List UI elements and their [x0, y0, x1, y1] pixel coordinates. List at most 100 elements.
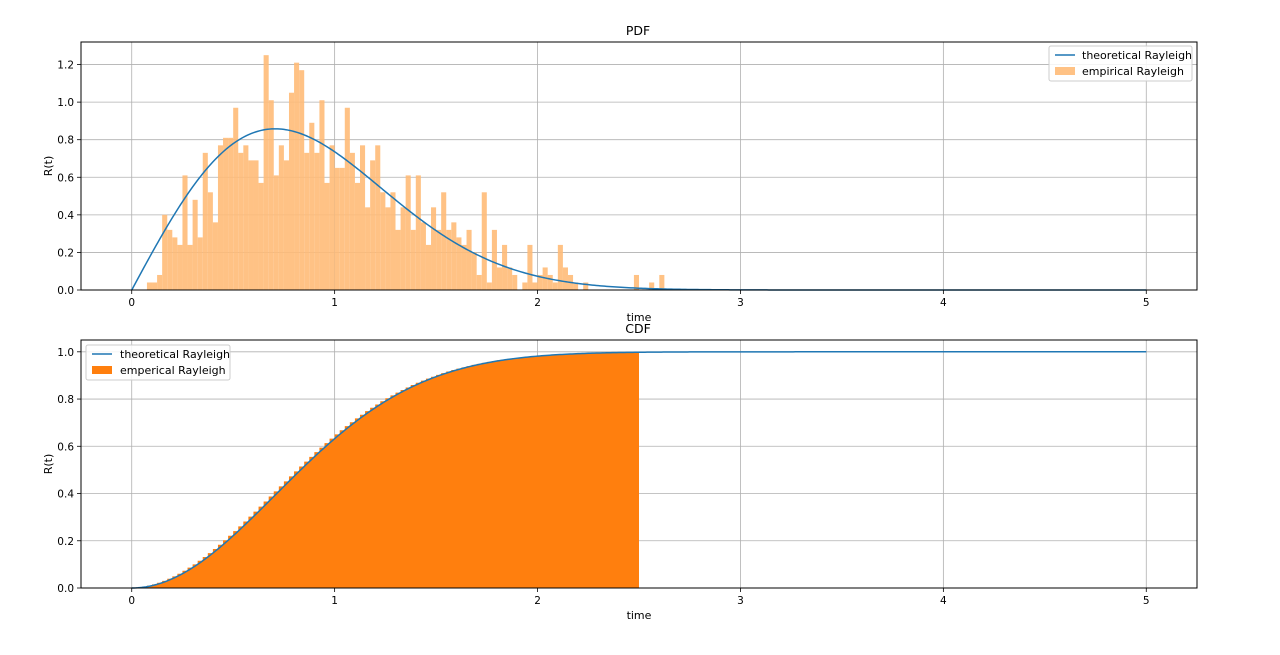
pdf-histogram-bar: [268, 100, 274, 290]
pdf-x-tick-label: 0: [128, 297, 135, 309]
pdf-y-tick-label: 0.6: [57, 172, 74, 184]
cdf-x-ticks: 0 1 2 3 4 5: [128, 588, 1150, 607]
pdf-title: PDF: [626, 23, 650, 38]
cdf-y-tick-label: 0.2: [57, 536, 74, 548]
pdf-histogram-bar: [522, 282, 528, 290]
pdf-legend-label-empirical: empirical Rayleigh: [1082, 65, 1184, 78]
cdf-legend: theoretical Rayleigh emperical Rayleigh: [85, 344, 231, 381]
pdf-x-ticks: 0 1 2 3 4 5: [128, 290, 1150, 309]
pdf-histogram-bar: [223, 137, 229, 290]
pdf-y-ticks: 0.0 0.2 0.4 0.6 0.8 1.0 1.2: [57, 60, 81, 297]
pdf-histogram-bar: [456, 237, 462, 290]
pdf-histogram-bar: [197, 237, 203, 290]
pdf-histogram-bar: [405, 175, 411, 290]
pdf-histogram-bar: [263, 55, 269, 290]
pdf-histogram-bar: [410, 229, 416, 290]
pdf-histogram-bar: [162, 214, 168, 290]
pdf-histogram-bar: [400, 207, 406, 290]
pdf-y-tick-label: 1.0: [57, 97, 74, 109]
pdf-x-tick-label: 5: [1143, 297, 1150, 309]
cdf-axes-frame: [80, 339, 1198, 589]
cdf-title: CDF: [625, 321, 651, 336]
cdf-y-ticks: 0.0 0.2 0.4 0.6 0.8 1.0: [57, 347, 81, 595]
pdf-bars: [146, 55, 665, 291]
pdf-histogram-bar: [339, 167, 345, 290]
pdf-histogram-bar: [461, 244, 467, 290]
pdf-histogram-bar: [228, 137, 234, 290]
pdf-histogram-bar: [415, 175, 421, 290]
pdf-axes-frame: [80, 41, 1198, 291]
pdf-histogram-bar: [573, 282, 579, 290]
pdf-histogram-bar: [476, 274, 482, 290]
pdf-histogram-bar: [471, 252, 477, 290]
pdf-histogram-bar: [233, 107, 239, 291]
pdf-histogram-bar: [167, 229, 173, 290]
pdf-histogram-bar: [177, 244, 183, 290]
pdf-legend-box: [1048, 45, 1193, 82]
pdf-histogram-bar: [288, 92, 295, 291]
pdf-histogram-bar: [502, 244, 508, 290]
pdf-histogram-bar: [344, 107, 350, 291]
pdf-histogram-bar: [390, 192, 396, 290]
cdf-x-tick-label: 0: [128, 595, 135, 607]
pdf-y-axis-label: R(t): [42, 156, 55, 177]
pdf-x-axis-label: time: [627, 311, 652, 324]
pdf-histogram-bar: [425, 244, 432, 290]
cdf-y-tick-label: 1.0: [57, 347, 74, 359]
pdf-histogram-bar: [507, 267, 513, 290]
pdf-histogram-bar: [370, 160, 376, 290]
pdf-histogram-bar: [334, 167, 340, 290]
pdf-histogram-bar: [192, 199, 198, 290]
pdf-x-tick-label: 3: [737, 297, 744, 309]
pdf-histogram-bar: [380, 192, 386, 290]
cdf-y-tick-label: 0.4: [57, 489, 74, 501]
pdf-histogram-bar: [649, 282, 655, 290]
pdf-x-tick-label: 4: [940, 297, 947, 309]
cdf-x-tick-label: 2: [534, 595, 541, 607]
pdf-histogram-bar: [283, 160, 289, 290]
pdf-histogram-bar: [420, 222, 426, 290]
pdf-histogram-bar: [217, 145, 224, 290]
cdf-x-tick-label: 5: [1143, 595, 1150, 607]
pdf-histogram-bar: [314, 152, 320, 290]
cdf-empirical-area: [131, 352, 640, 588]
pdf-histogram-bar: [278, 145, 284, 290]
pdf-histogram-bar: [157, 274, 163, 290]
pdf-y-tick-label: 0.4: [57, 210, 74, 222]
cdf-legend-area-swatch: [92, 366, 112, 374]
pdf-x-tick-label: 2: [534, 297, 541, 309]
pdf-legend-label-theoretical: theoretical Rayleigh: [1082, 49, 1192, 62]
cdf-theoretical-line: [131, 351, 1147, 589]
pdf-panel: PDF 0 1 2 3 4 5 0.0 0.2 0.4 0.6 0.8 1.0 1.2 time R(…: [42, 23, 1198, 324]
pdf-histogram-bar: [491, 229, 497, 290]
cdf-x-tick-label: 3: [737, 595, 744, 607]
pdf-y-tick-label: 0.2: [57, 247, 74, 259]
pdf-histogram-bar: [187, 244, 193, 290]
pdf-histogram-bar: [436, 229, 442, 290]
pdf-histogram-bar: [557, 244, 563, 290]
pdf-histogram-bar: [365, 207, 371, 290]
pdf-histogram-bar: [182, 175, 188, 290]
pdf-histogram-bar: [552, 282, 558, 290]
pdf-histogram-bar: [324, 182, 330, 290]
cdf-y-tick-label: 0.8: [57, 394, 74, 406]
pdf-y-tick-label: 0.8: [57, 135, 74, 147]
pdf-histogram-bar: [375, 145, 381, 290]
pdf-histogram-bar: [273, 175, 279, 290]
pdf-histogram-bar: [309, 122, 315, 291]
pdf-histogram-bar: [633, 274, 639, 290]
cdf-x-axis-label: time: [627, 609, 652, 622]
pdf-histogram-bar: [527, 244, 533, 290]
pdf-x-tick-label: 1: [331, 297, 338, 309]
pdf-histogram-bar: [562, 267, 568, 290]
pdf-histogram-bar: [583, 282, 589, 290]
pdf-histogram-bar: [446, 229, 452, 290]
pdf-histogram-bar: [486, 282, 492, 290]
pdf-histogram-bar: [354, 182, 360, 290]
pdf-histogram-bar: [481, 192, 487, 290]
cdf-legend-label-empirical: emperical Rayleigh: [120, 364, 226, 377]
pdf-histogram-bar: [349, 152, 355, 290]
cdf-x-tick-label: 1: [331, 595, 338, 607]
